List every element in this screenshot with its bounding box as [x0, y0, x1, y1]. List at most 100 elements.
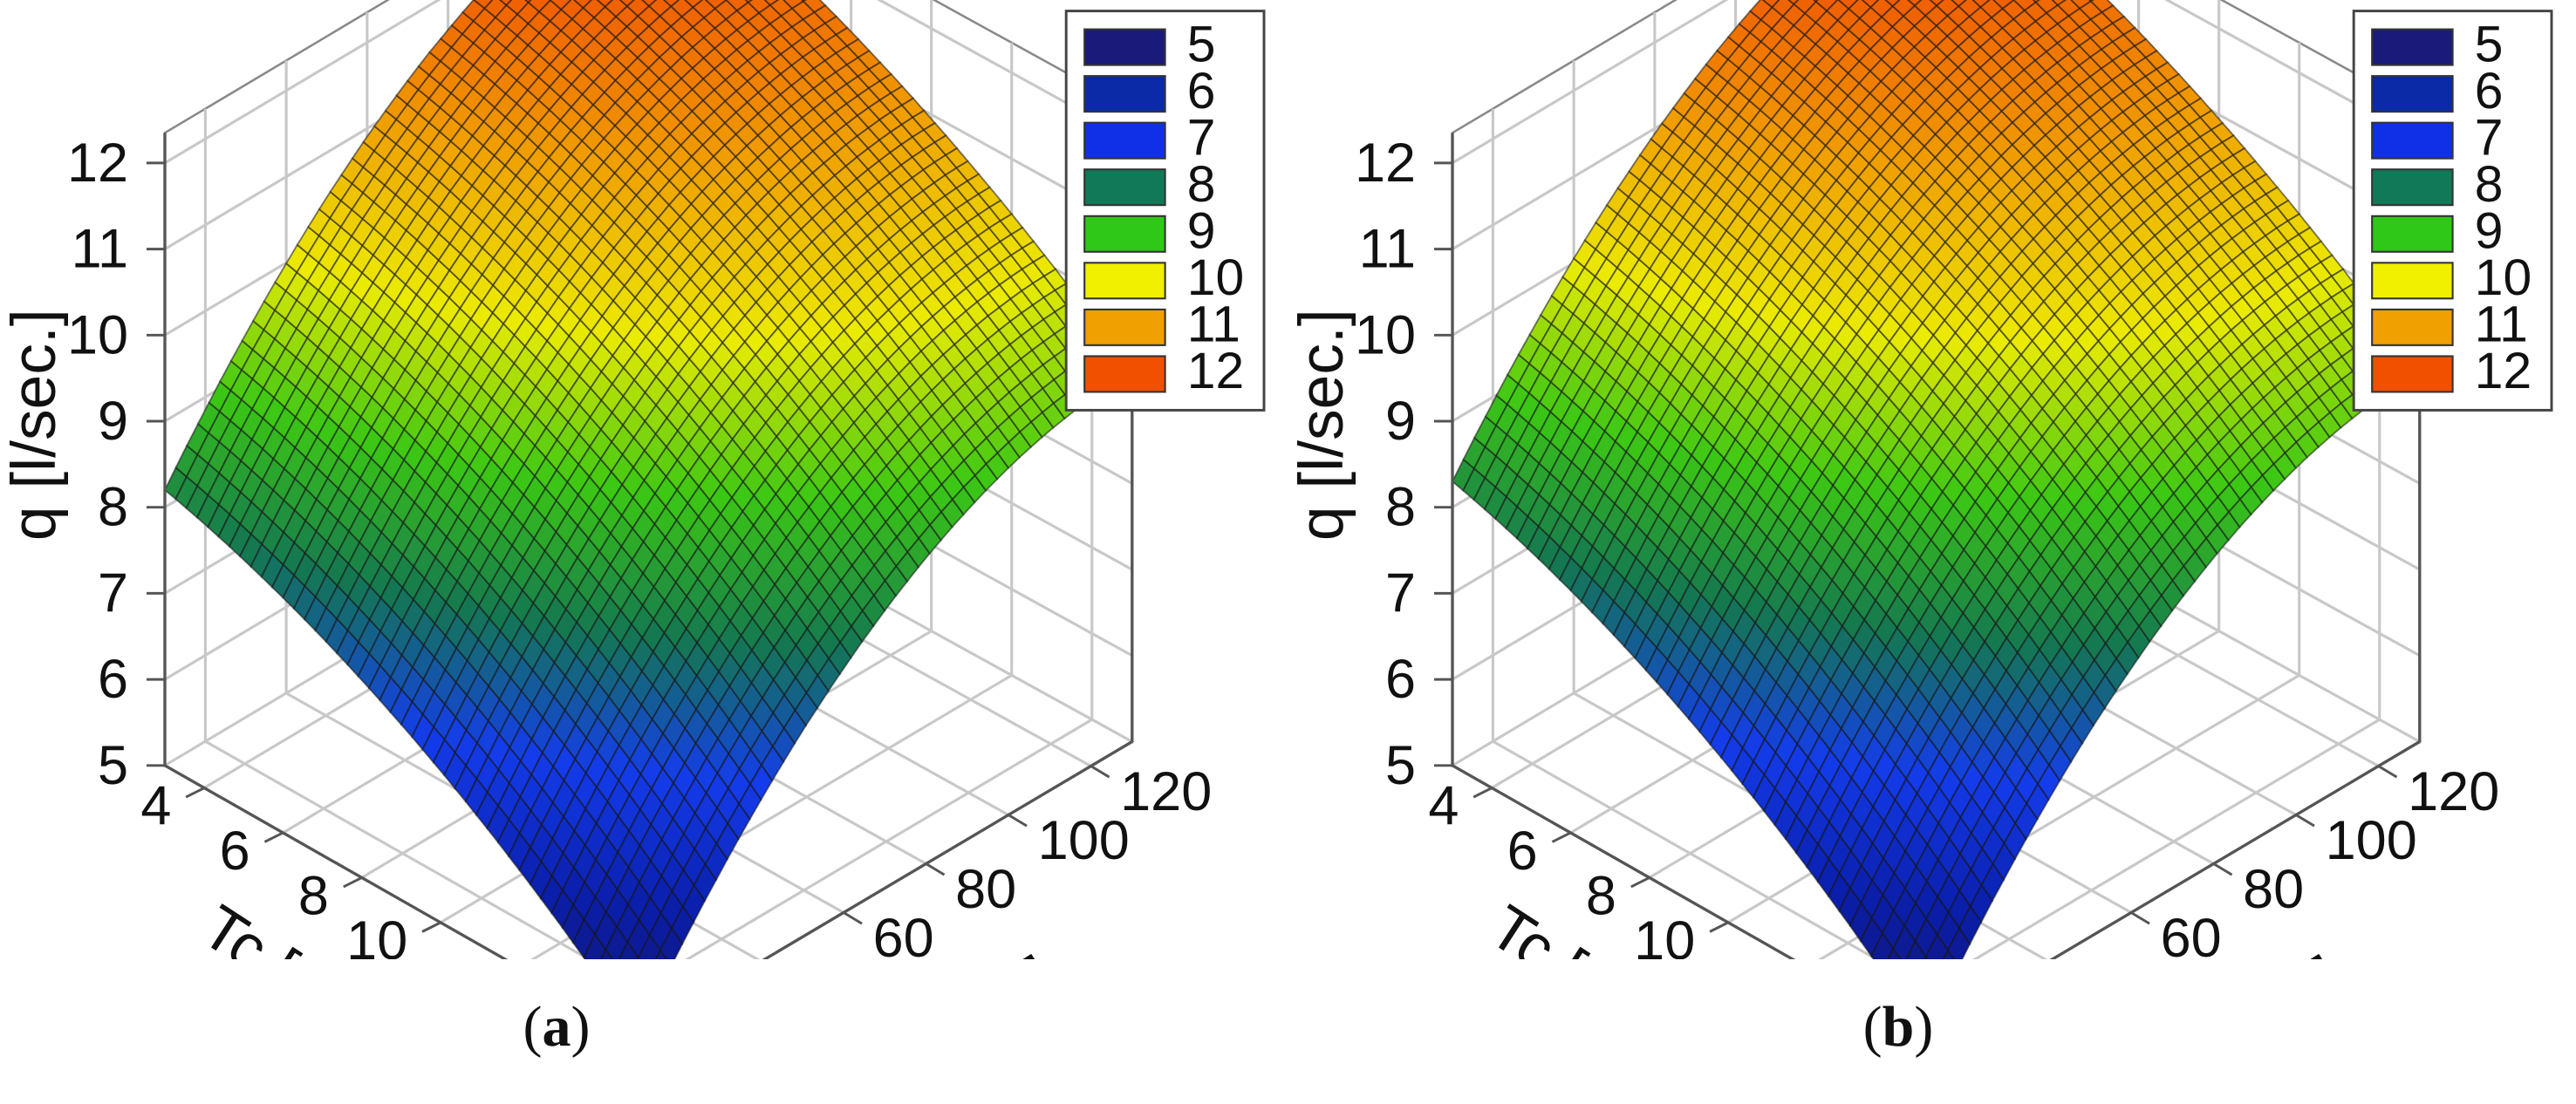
tc-tick-label: 6	[1507, 821, 1538, 882]
legend-swatch	[2371, 121, 2454, 160]
legend-swatch	[2371, 168, 2454, 207]
z-tick-label: 8	[1385, 477, 1416, 538]
legend-swatch	[2371, 308, 2454, 346]
tc-tick-mark	[263, 831, 284, 843]
t-tick-mark	[1008, 814, 1028, 828]
legend-label: 12	[2475, 343, 2532, 399]
legend-swatch	[1083, 215, 1166, 253]
z-tick-label: 12	[1355, 133, 1416, 194]
t-tick-mark	[925, 862, 946, 876]
tc-tick-label: 10	[346, 910, 407, 959]
tc-tick-mark	[1630, 876, 1650, 889]
t-tick-mark	[2295, 814, 2315, 828]
legend-swatch	[2371, 75, 2454, 113]
surface-cell	[1884, 0, 1901, 8]
surface-cell	[1837, 0, 1860, 10]
legend-label: 8	[2475, 156, 2504, 213]
z-axis-title: q [l/sec.]	[1288, 309, 1356, 541]
surface-chart-a: 5678910111246810121420406080100120q [l/s…	[0, 0, 1266, 959]
surface-mesh	[1451, 0, 2422, 959]
chart-panel-a: 5678910111246810121420406080100120q [l/s…	[0, 0, 1266, 1059]
panel-label-b: (b)	[1862, 995, 1934, 1059]
surface-cell	[1929, 0, 1945, 7]
surface-cell	[549, 0, 572, 11]
legend-swatch	[1083, 168, 1166, 207]
legend-swatch	[1083, 262, 1166, 300]
front-floor-edges	[1452, 740, 2421, 959]
t-tick-label: 120	[1120, 761, 1212, 822]
legend-swatch	[1083, 121, 1166, 160]
z-tick-label: 11	[1359, 219, 1416, 280]
surface-cell	[1942, 948, 1956, 959]
z-gridline	[1452, 0, 2421, 165]
surface-cell	[1992, 0, 2016, 10]
surface-cell	[498, 0, 513, 7]
surface-cell	[704, 0, 728, 10]
z-tick-label: 6	[1385, 649, 1416, 710]
surface-cell	[684, 0, 704, 9]
tc-tick-label: 8	[1586, 865, 1616, 926]
plot-root: 5678910111246810121420406080100120q [l/s…	[1288, 0, 2553, 959]
z-tick-label: 10	[67, 304, 128, 365]
z-tick-label: 7	[98, 562, 128, 624]
t-tick-label: 120	[2408, 761, 2499, 822]
tick-labels: 5678910111246810121420406080100120	[67, 133, 1212, 959]
tc-tick-mark	[1551, 831, 1572, 843]
z-tick-label: 9	[98, 391, 128, 452]
legend-label: 5	[1187, 16, 1216, 72]
t-tick-label: 100	[1038, 810, 1130, 871]
tick-labels: 5678910111246810121420406080100120	[1355, 133, 2499, 959]
t-tick-label: 60	[873, 908, 934, 959]
tc-tick-label: 4	[1428, 776, 1459, 837]
t-tick-mark	[2377, 765, 2398, 779]
surface-cell	[473, 0, 494, 10]
legend-swatch	[1083, 355, 1166, 393]
z-axis-title: q [l/sec.]	[0, 309, 69, 541]
z-tick-label: 8	[98, 477, 128, 538]
tc-tick-label: 12	[425, 955, 486, 959]
tc-tick-mark	[343, 876, 363, 889]
panel-label-a: (a)	[523, 995, 591, 1059]
legend-label: 12	[1187, 343, 1244, 399]
z-tick-label: 5	[1385, 735, 1416, 796]
legend-swatch	[1083, 28, 1166, 66]
legend-label: 9	[1187, 203, 1216, 260]
surface-cell	[1787, 0, 1800, 6]
t-tick-label: 100	[2326, 810, 2417, 871]
t-tick-mark	[2130, 911, 2150, 925]
legend-label: 10	[1187, 249, 1244, 306]
legend-label: 9	[2475, 203, 2504, 260]
surface-chart-b: 5678910111246810121420406080100120q [l/s…	[1288, 0, 2553, 959]
surface-cell	[641, 0, 658, 8]
legend-swatch	[1083, 308, 1166, 346]
surface-cell	[1951, 0, 1968, 8]
legend-label: 7	[2475, 109, 2504, 166]
legend-label: 8	[1187, 156, 1216, 213]
tc-floor-gridline	[685, 718, 1093, 959]
t-floor-gridline	[204, 739, 592, 959]
legend-swatch	[2371, 262, 2454, 300]
t-tick-label: 80	[955, 859, 1016, 920]
tc-tick-label: 4	[140, 776, 171, 837]
z-gridline	[164, 0, 1133, 250]
surface-cell	[663, 0, 680, 8]
surface-cell	[618, 0, 636, 8]
z-tick-label: 6	[98, 649, 128, 710]
tc-tick-label: 10	[1634, 910, 1695, 959]
tc-tick-label: 8	[298, 865, 329, 926]
legend-swatch	[2371, 28, 2454, 66]
legend-label: 5	[2475, 16, 2504, 72]
surface-cell	[599, 947, 614, 959]
tc-tick-mark	[421, 921, 441, 933]
surface-cell	[572, 0, 593, 10]
t-tick-mark	[843, 911, 863, 925]
z-gridline	[164, 0, 1133, 165]
front-floor-edges	[164, 740, 1133, 959]
tc-tick-label: 12	[1712, 955, 1773, 959]
tc-tick-mark	[185, 787, 205, 799]
t-tick-label: 40	[790, 957, 851, 959]
surface-mesh	[163, 0, 1134, 959]
z-tick-label: 5	[98, 735, 128, 796]
z-tick-label: 11	[72, 219, 128, 280]
